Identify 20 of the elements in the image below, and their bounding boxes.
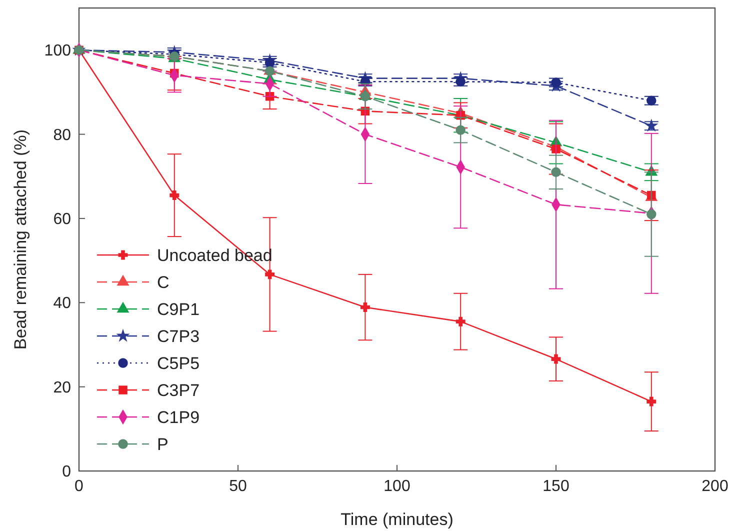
y-tick-label: 100 [44,42,72,60]
x-tick-label: 200 [702,478,728,495]
x-tick-label: 150 [542,478,570,495]
x-tick-label: 0 [74,478,84,495]
y-tick-label: 20 [53,379,72,396]
legend-label: C1P9 [157,408,200,427]
y-tick-label: 60 [53,210,72,228]
legend-label: C7P3 [157,327,200,346]
legend-label: C3P7 [157,381,200,400]
x-tick-label: 50 [229,478,247,495]
legend-label: P [157,435,168,454]
y-tick-label: 0 [62,464,72,480]
legend-label: C [157,273,170,292]
y-tick-label: 80 [53,126,72,144]
x-axis-title: Time (minutes) [340,510,454,529]
legend-label: C9P1 [157,300,200,319]
legend-label: C5P5 [157,354,200,373]
y-tick-label: 40 [53,295,72,312]
x-tick-label: 100 [384,478,410,495]
y-axis-title: Bead remaining attached (%) [11,129,30,350]
